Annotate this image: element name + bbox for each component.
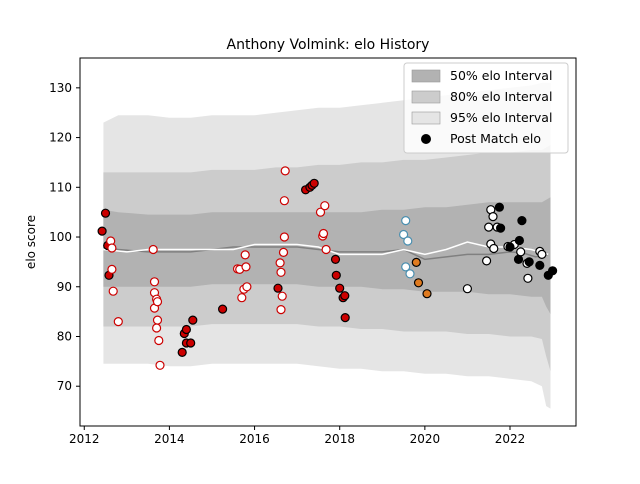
- post-match-point: [280, 166, 290, 176]
- legend-marker: [421, 134, 431, 144]
- post-match-point: [188, 315, 198, 325]
- post-match-point: [547, 266, 558, 276]
- post-match-point: [517, 216, 527, 226]
- x-tick-label: 2022: [495, 432, 526, 446]
- post-match-point: [309, 178, 319, 188]
- post-match-point: [516, 247, 526, 257]
- legend: 50% elo Interval 80% elo Interval 95% elo …: [403, 62, 569, 154]
- x-tick-label: 2020: [410, 432, 441, 446]
- post-match-point: [484, 222, 494, 232]
- post-match-point: [242, 282, 252, 292]
- y-tick-label: 100: [49, 230, 72, 244]
- post-match-point: [494, 202, 504, 212]
- post-match-point: [148, 244, 158, 255]
- legend-label: Post Match elo: [450, 131, 541, 146]
- post-match-point: [489, 243, 499, 254]
- x-tick-label: 2014: [154, 432, 185, 446]
- y-tick-label: 90: [57, 280, 72, 294]
- post-match-point: [488, 212, 498, 222]
- post-match-point: [315, 207, 326, 217]
- legend-label: 80% elo Interval: [450, 89, 552, 104]
- post-match-points: [97, 166, 558, 370]
- post-match-point: [401, 216, 411, 226]
- y-axis-ticks: 70 80 90 100 110 120 130: [49, 81, 80, 393]
- post-match-point: [107, 264, 117, 274]
- post-match-point: [403, 236, 413, 246]
- post-match-point: [273, 283, 283, 293]
- x-axis-ticks: 2012 2014 2016 2018 2020 2022: [69, 426, 525, 446]
- post-match-point: [155, 360, 165, 370]
- post-match-point: [177, 347, 187, 357]
- band-50: [103, 197, 551, 315]
- post-match-point: [279, 196, 289, 206]
- y-tick-label: 110: [49, 180, 72, 194]
- post-match-point: [513, 254, 524, 264]
- post-match-point: [505, 242, 515, 252]
- post-match-point: [186, 338, 196, 348]
- post-match-point: [181, 324, 191, 335]
- post-match-point: [330, 254, 341, 264]
- post-match-point: [340, 291, 350, 301]
- post-match-point: [535, 260, 545, 270]
- y-tick-label: 80: [57, 329, 72, 343]
- post-match-point: [240, 250, 250, 260]
- legend-label: 50% elo Interval: [450, 68, 552, 83]
- post-match-point: [100, 208, 111, 218]
- post-match-point: [241, 262, 251, 272]
- post-match-point: [278, 247, 289, 257]
- y-tick-label: 70: [57, 379, 72, 393]
- post-match-point: [218, 304, 228, 314]
- post-match-point: [524, 257, 534, 267]
- post-match-point: [422, 289, 432, 299]
- post-match-point: [405, 269, 415, 279]
- post-match-point: [523, 273, 533, 283]
- post-match-point: [340, 313, 350, 323]
- post-match-point: [413, 278, 424, 288]
- post-match-point: [97, 226, 107, 236]
- y-tick-label: 130: [49, 81, 72, 95]
- post-match-point: [152, 323, 162, 333]
- post-match-point: [496, 223, 506, 233]
- post-match-point: [411, 257, 421, 267]
- post-match-point: [399, 229, 409, 240]
- post-match-point: [318, 228, 329, 239]
- legend-label: 95% elo Interval: [450, 110, 552, 125]
- post-match-point: [275, 258, 285, 268]
- post-match-point: [462, 284, 472, 294]
- post-match-point: [321, 244, 331, 255]
- post-match-point: [237, 293, 247, 303]
- post-match-point: [108, 286, 118, 296]
- elo-line-0: [103, 246, 549, 261]
- x-tick-label: 2012: [69, 432, 100, 446]
- x-tick-label: 2018: [324, 432, 355, 446]
- legend-swatch: [411, 69, 441, 83]
- plot-frame: [79, 57, 577, 427]
- post-match-point: [401, 262, 411, 272]
- legend-swatch: [411, 90, 441, 104]
- post-match-point: [331, 270, 341, 280]
- post-match-point: [335, 283, 345, 293]
- post-match-point: [113, 317, 123, 327]
- post-match-point: [277, 291, 287, 301]
- post-match-point: [276, 305, 286, 315]
- post-match-point: [152, 297, 163, 307]
- post-match-point: [320, 201, 330, 211]
- y-tick-label: 120: [49, 131, 72, 145]
- legend-box: [403, 62, 569, 154]
- x-tick-label: 2016: [239, 432, 270, 446]
- post-match-point: [279, 232, 289, 242]
- post-match-point: [154, 335, 164, 346]
- y-axis-label: elo score: [24, 215, 38, 269]
- chart-title: Anthony Volmink: elo History: [227, 37, 430, 53]
- post-match-point: [482, 256, 492, 266]
- post-match-point: [152, 315, 163, 325]
- post-match-point: [537, 249, 547, 259]
- post-match-point: [107, 243, 117, 253]
- legend-swatch: [411, 111, 441, 125]
- post-match-point: [514, 235, 525, 246]
- post-match-point: [276, 267, 286, 277]
- post-match-point: [149, 277, 160, 287]
